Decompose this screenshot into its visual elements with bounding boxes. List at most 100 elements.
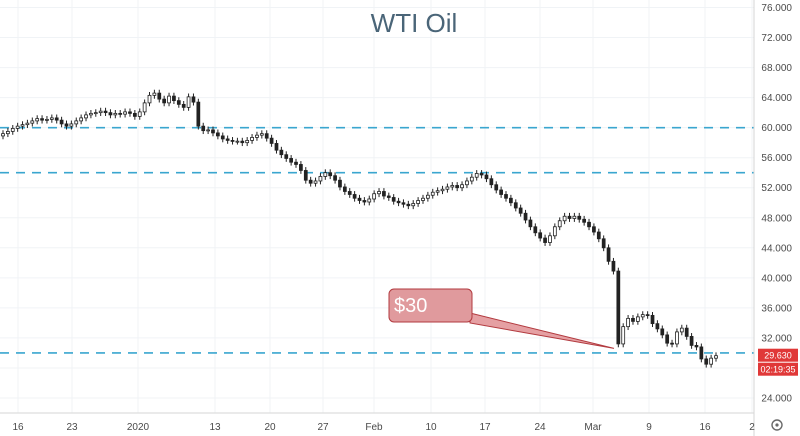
candle [357, 197, 362, 201]
candle [264, 133, 269, 139]
candle [328, 172, 333, 177]
candle [704, 358, 709, 365]
settings-gear-icon[interactable] [771, 419, 783, 431]
candle [299, 164, 303, 171]
candle [49, 117, 54, 120]
candle [289, 158, 293, 163]
candle [684, 327, 689, 337]
candle [679, 327, 684, 333]
candle [84, 114, 88, 119]
candle [548, 235, 552, 243]
candle [543, 237, 547, 243]
candle [1, 133, 5, 137]
candle [201, 125, 206, 132]
chart-title: WTI Oil [371, 8, 458, 38]
y-tick-label: 32.000 [761, 333, 792, 344]
x-tick-label: 16 [12, 422, 24, 433]
candle [391, 197, 396, 202]
countdown-box [758, 362, 798, 376]
candle [533, 226, 538, 234]
last-price-badge: 29.630 02:19:35 [758, 348, 798, 376]
y-tick-label: 52.000 [761, 183, 792, 194]
candle [386, 195, 391, 198]
x-tick-label: Mar [584, 422, 602, 433]
candle [269, 137, 274, 144]
candle [176, 100, 181, 105]
candle [79, 117, 84, 122]
x-tick-label: 13 [209, 422, 221, 433]
candle [611, 260, 616, 272]
candle [421, 197, 425, 201]
candle [504, 194, 508, 199]
candle [308, 179, 313, 184]
candle [430, 191, 435, 196]
candle [142, 102, 147, 113]
candle [15, 125, 20, 129]
candle [377, 191, 381, 195]
y-tick-label: 76.000 [761, 3, 792, 14]
candle [274, 143, 279, 151]
candle [338, 179, 342, 188]
candle [494, 184, 499, 191]
candle [670, 342, 674, 345]
candle [108, 112, 113, 116]
candle [216, 132, 220, 137]
candle [426, 194, 430, 199]
candle [645, 314, 650, 317]
candle [655, 323, 660, 330]
candle [284, 154, 289, 159]
countdown-label: 02:19:35 [760, 365, 795, 375]
candle [347, 191, 352, 195]
candle [689, 336, 694, 346]
candle [137, 111, 142, 117]
x-tick-label: 2 [749, 422, 755, 433]
candle [132, 112, 137, 117]
annotation: $30 [388, 288, 615, 349]
candle [362, 200, 367, 203]
candle [440, 188, 445, 192]
candle [181, 103, 186, 108]
candle [128, 111, 132, 114]
candle [621, 326, 626, 345]
candle [552, 226, 557, 237]
y-tick-label: 24.000 [761, 393, 792, 404]
x-tick-label: 17 [479, 422, 491, 433]
time-axis[interactable]: 16 23 2020 13 20 27 Feb 10 17 24 Mar 9 16 2 [12, 422, 755, 433]
candle [445, 186, 450, 190]
candle [538, 232, 543, 239]
x-tick-label: 2020 [127, 422, 150, 433]
candle [279, 149, 284, 156]
candle [118, 112, 123, 115]
candle [89, 112, 93, 116]
candle [235, 140, 240, 143]
candle [382, 191, 386, 197]
candle [30, 120, 35, 124]
callout-box[interactable] [388, 288, 473, 323]
candle [484, 174, 489, 180]
candle [675, 331, 679, 345]
candle [167, 95, 171, 104]
candle [469, 176, 474, 182]
candle [196, 101, 201, 127]
candle [582, 218, 587, 223]
candle [250, 137, 254, 141]
candle [606, 247, 611, 262]
y-tick-label: 36.000 [761, 303, 792, 314]
candle [567, 215, 572, 219]
candle [455, 185, 460, 189]
candle [699, 346, 704, 360]
candle [303, 170, 308, 181]
candle [557, 220, 562, 228]
x-tick-label: 16 [699, 422, 711, 433]
candle [635, 316, 640, 322]
candle [660, 328, 665, 336]
candle [342, 186, 347, 192]
x-tick-label: 24 [534, 422, 546, 433]
candle [435, 190, 440, 193]
candle [313, 180, 318, 184]
candle [479, 173, 484, 176]
horizontal-lines [0, 126, 754, 354]
candle [489, 178, 494, 186]
candle [225, 138, 230, 141]
